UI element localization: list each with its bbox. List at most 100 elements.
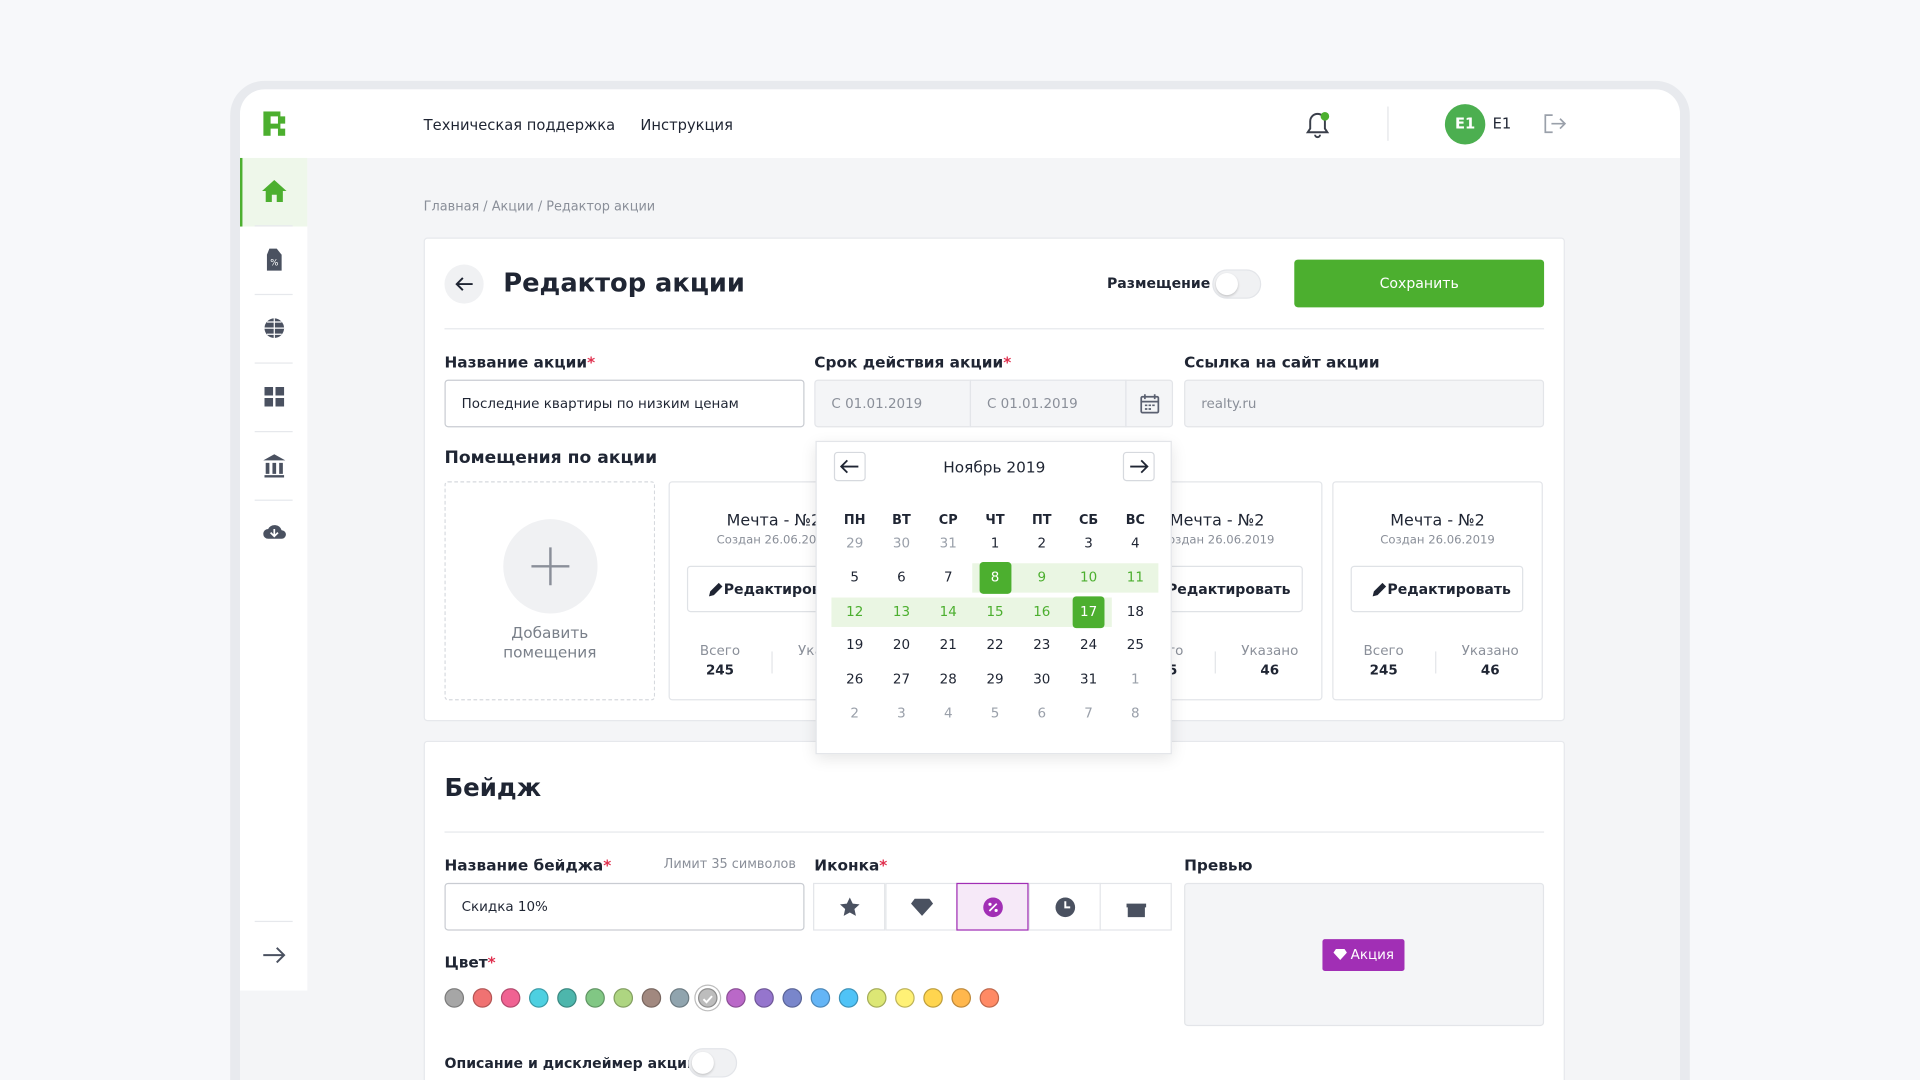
- day[interactable]: 31: [1080, 671, 1098, 688]
- card-date: Создан 26.06.2019: [1159, 533, 1275, 548]
- icon-option[interactable]: [813, 882, 886, 931]
- day[interactable]: 6: [897, 569, 906, 586]
- color-swatch[interactable]: [838, 988, 859, 1008]
- breadcrumb[interactable]: Главная / Акции / Редактор акции: [423, 199, 656, 215]
- date-from[interactable]: С 01.01.2019: [814, 379, 972, 428]
- nav-link[interactable]: Техническая поддержка: [423, 116, 616, 134]
- weekday: ПТ: [1032, 513, 1052, 528]
- day[interactable]: 11: [1126, 569, 1144, 586]
- expand-icon[interactable]: [262, 945, 286, 965]
- color-swatch[interactable]: [641, 988, 662, 1008]
- color-swatch[interactable]: [810, 988, 831, 1008]
- color-swatch[interactable]: [613, 988, 634, 1008]
- day[interactable]: 3: [1084, 535, 1093, 552]
- day[interactable]: 27: [892, 671, 911, 688]
- section-title: Бейдж: [444, 772, 542, 803]
- day[interactable]: 29: [986, 671, 1004, 688]
- name-input[interactable]: Последние квартиры по низким ценам: [444, 379, 805, 428]
- tag-icon[interactable]: %: [264, 247, 284, 271]
- calendar-button[interactable]: [1125, 379, 1174, 428]
- logout-icon[interactable]: [1544, 114, 1567, 134]
- day[interactable]: 8: [1131, 705, 1140, 722]
- color-swatch[interactable]: [866, 988, 887, 1008]
- stat-label: Указано: [1241, 642, 1299, 659]
- day[interactable]: 9: [1037, 569, 1047, 586]
- day[interactable]: 25: [1126, 637, 1144, 654]
- day[interactable]: 21: [939, 637, 957, 654]
- color-swatch[interactable]: [726, 988, 746, 1008]
- month-nav-button[interactable]: [1122, 451, 1155, 482]
- color-swatch[interactable]: [782, 988, 803, 1008]
- grid-icon[interactable]: [263, 386, 285, 408]
- date-to[interactable]: С 01.01.2019: [969, 379, 1127, 428]
- day[interactable]: 6: [1037, 705, 1047, 722]
- badge-name-input[interactable]: Скидка 10%: [444, 882, 805, 931]
- day[interactable]: 28: [939, 671, 957, 688]
- day[interactable]: 30: [1033, 671, 1051, 688]
- day[interactable]: 30: [892, 535, 911, 552]
- avatar[interactable]: E1: [1444, 104, 1486, 145]
- day[interactable]: 1: [990, 535, 1000, 552]
- color-swatch[interactable]: [557, 988, 577, 1008]
- icon-option[interactable]: [956, 882, 1029, 931]
- link-input[interactable]: realty.ru: [1184, 379, 1545, 428]
- icon-option[interactable]: [884, 882, 958, 931]
- color-swatch[interactable]: [585, 988, 605, 1008]
- day[interactable]: 24: [1080, 637, 1098, 654]
- day[interactable]: 4: [1131, 535, 1140, 552]
- day[interactable]: 26: [846, 671, 864, 688]
- day[interactable]: 3: [897, 705, 906, 722]
- icon-option[interactable]: [1028, 882, 1101, 931]
- day[interactable]: 15: [986, 603, 1004, 620]
- color-swatch[interactable]: [528, 988, 549, 1008]
- globe-icon[interactable]: [262, 316, 286, 340]
- day[interactable]: 7: [943, 569, 953, 586]
- save-button[interactable]: Сохранить: [1294, 259, 1545, 308]
- icon-option[interactable]: [1100, 882, 1173, 931]
- day[interactable]: 2: [850, 705, 859, 722]
- edit-button[interactable]: Редактировать: [1350, 565, 1524, 613]
- day[interactable]: 1: [1131, 671, 1140, 688]
- day[interactable]: 31: [939, 535, 957, 552]
- color-swatch[interactable]: [895, 988, 915, 1008]
- day[interactable]: 17: [1080, 603, 1098, 620]
- day[interactable]: 20: [892, 637, 911, 654]
- color-swatch[interactable]: [951, 988, 972, 1008]
- color-swatch[interactable]: [923, 988, 943, 1008]
- day[interactable]: 12: [846, 603, 864, 620]
- placement-toggle[interactable]: [1212, 269, 1262, 299]
- day[interactable]: 7: [1084, 705, 1093, 722]
- selected-day[interactable]: [979, 561, 1011, 594]
- day[interactable]: 4: [943, 705, 953, 722]
- day[interactable]: 14: [939, 603, 957, 620]
- color-swatch[interactable]: [669, 988, 690, 1008]
- stat-divider: [1214, 651, 1216, 674]
- color-swatch[interactable]: [500, 988, 521, 1008]
- day[interactable]: 16: [1033, 603, 1051, 620]
- bell-icon[interactable]: [1305, 110, 1332, 139]
- day[interactable]: 19: [846, 637, 864, 654]
- day[interactable]: 23: [1033, 637, 1051, 654]
- add-rooms-tile[interactable]: [444, 481, 656, 701]
- home-icon[interactable]: [261, 179, 288, 203]
- day[interactable]: 29: [846, 535, 864, 552]
- day[interactable]: 5: [850, 569, 859, 586]
- day[interactable]: 2: [1037, 535, 1047, 552]
- color-swatch[interactable]: [754, 988, 774, 1008]
- day[interactable]: 10: [1080, 569, 1098, 586]
- day[interactable]: 18: [1126, 603, 1144, 620]
- bank-icon[interactable]: [262, 453, 286, 478]
- day[interactable]: 22: [986, 637, 1004, 654]
- month-nav-button[interactable]: [833, 451, 866, 482]
- cloud-icon[interactable]: [262, 522, 286, 542]
- color-swatch[interactable]: [444, 988, 465, 1008]
- color-swatch[interactable]: [472, 988, 493, 1008]
- color-swatch[interactable]: [979, 988, 1000, 1008]
- color-swatch[interactable]: [697, 988, 718, 1008]
- day[interactable]: 8: [990, 569, 1000, 586]
- nav-link[interactable]: Инструкция: [640, 116, 733, 134]
- selected-day[interactable]: [1072, 595, 1105, 628]
- day[interactable]: 5: [990, 705, 1000, 722]
- description-toggle[interactable]: [688, 1048, 738, 1078]
- day[interactable]: 13: [892, 603, 911, 620]
